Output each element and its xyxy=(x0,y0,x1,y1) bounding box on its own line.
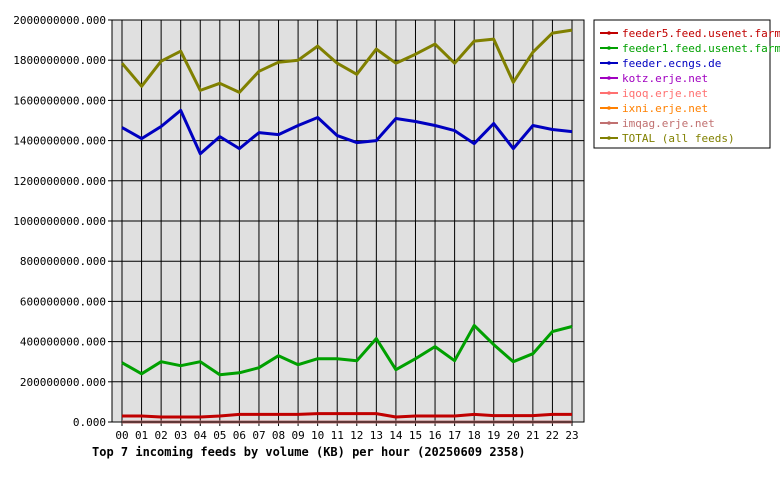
legend-box xyxy=(593,19,771,149)
y-tick-label: 0.000 xyxy=(73,416,106,429)
x-tick-label: 19 xyxy=(487,429,500,442)
legend-marker xyxy=(607,121,611,125)
x-tick-label: 12 xyxy=(350,429,363,442)
legend-label: iqoq.erje.net xyxy=(622,87,708,100)
series-line-2 xyxy=(121,108,573,156)
y-tick-label: 200000000.000 xyxy=(20,376,106,389)
x-tick-label: 18 xyxy=(468,429,481,442)
x-tick-label: 00 xyxy=(115,429,128,442)
x-axis: 00 01 02 03 04 05 06 07 08 09 10 11 12 13 14 15 16 17 18 19… xyxy=(115,422,579,442)
x-tick-label: 20 xyxy=(507,429,520,442)
legend-marker xyxy=(607,136,611,140)
x-tick-label: 05 xyxy=(213,429,226,442)
y-tick-label: 600000000.000 xyxy=(20,295,106,308)
y-axis: 0.000 200000000.000 400000000.000 600000000… xyxy=(13,14,112,429)
x-tick-label: 17 xyxy=(448,429,461,442)
y-tick-label: 1200000000.000 xyxy=(13,175,106,188)
x-tick-label: 10 xyxy=(311,429,324,442)
x-tick-label: 15 xyxy=(409,429,422,442)
x-tick-label: 14 xyxy=(389,429,403,442)
y-tick-label: 800000000.000 xyxy=(20,255,106,268)
y-tick-label: 1800000000.000 xyxy=(13,54,106,67)
x-tick-label: 09 xyxy=(291,429,304,442)
y-tick-label: 1000000000.000 xyxy=(13,215,106,228)
legend-marker xyxy=(607,46,611,50)
legend-marker xyxy=(607,91,611,95)
series-line-0 xyxy=(122,412,572,419)
legend-marker xyxy=(607,31,611,35)
x-tick-label: 02 xyxy=(155,429,168,442)
y-tick-label: 400000000.000 xyxy=(20,336,106,349)
x-tick-label: 08 xyxy=(272,429,285,442)
legend-marker xyxy=(607,106,611,110)
legend: feeder5.feed.usenet.farm feeder1.feed.use… xyxy=(593,19,780,149)
y-tick-label: 1600000000.000 xyxy=(13,94,106,107)
x-tick-label: 13 xyxy=(370,429,383,442)
legend-label: ixni.erje.net xyxy=(622,102,708,115)
x-tick-label: 22 xyxy=(546,429,559,442)
x-tick-label: 16 xyxy=(428,429,441,442)
legend-label: TOTAL (all feeds) xyxy=(622,132,735,145)
x-tick-label: 04 xyxy=(194,429,208,442)
legend-marker xyxy=(607,61,611,65)
series-line-1 xyxy=(121,324,573,377)
legend-marker xyxy=(607,76,611,80)
x-tick-label: 03 xyxy=(174,429,187,442)
legend-label: feeder.ecngs.de xyxy=(622,57,721,70)
legend-label: feeder5.feed.usenet.farm xyxy=(622,27,780,40)
series-line-7 xyxy=(120,28,573,94)
x-tick-label: 21 xyxy=(526,429,539,442)
plot-frame xyxy=(111,19,585,423)
x-tick-label: 11 xyxy=(331,429,344,442)
x-tick-label: 07 xyxy=(252,429,265,442)
legend-label: imqag.erje.net xyxy=(622,117,715,130)
x-tick-label: 01 xyxy=(135,429,148,442)
y-tick-label: 2000000000.000 xyxy=(13,14,106,27)
x-tick-label: 23 xyxy=(565,429,578,442)
y-tick-label: 1400000000.000 xyxy=(13,135,106,148)
chart-title: Top 7 incoming feeds by volume (KB) per … xyxy=(92,445,525,459)
legend-label: kotz.erje.net xyxy=(622,72,708,85)
legend-label: feeder1.feed.usenet.farm xyxy=(622,42,780,55)
x-tick-label: 06 xyxy=(233,429,246,442)
